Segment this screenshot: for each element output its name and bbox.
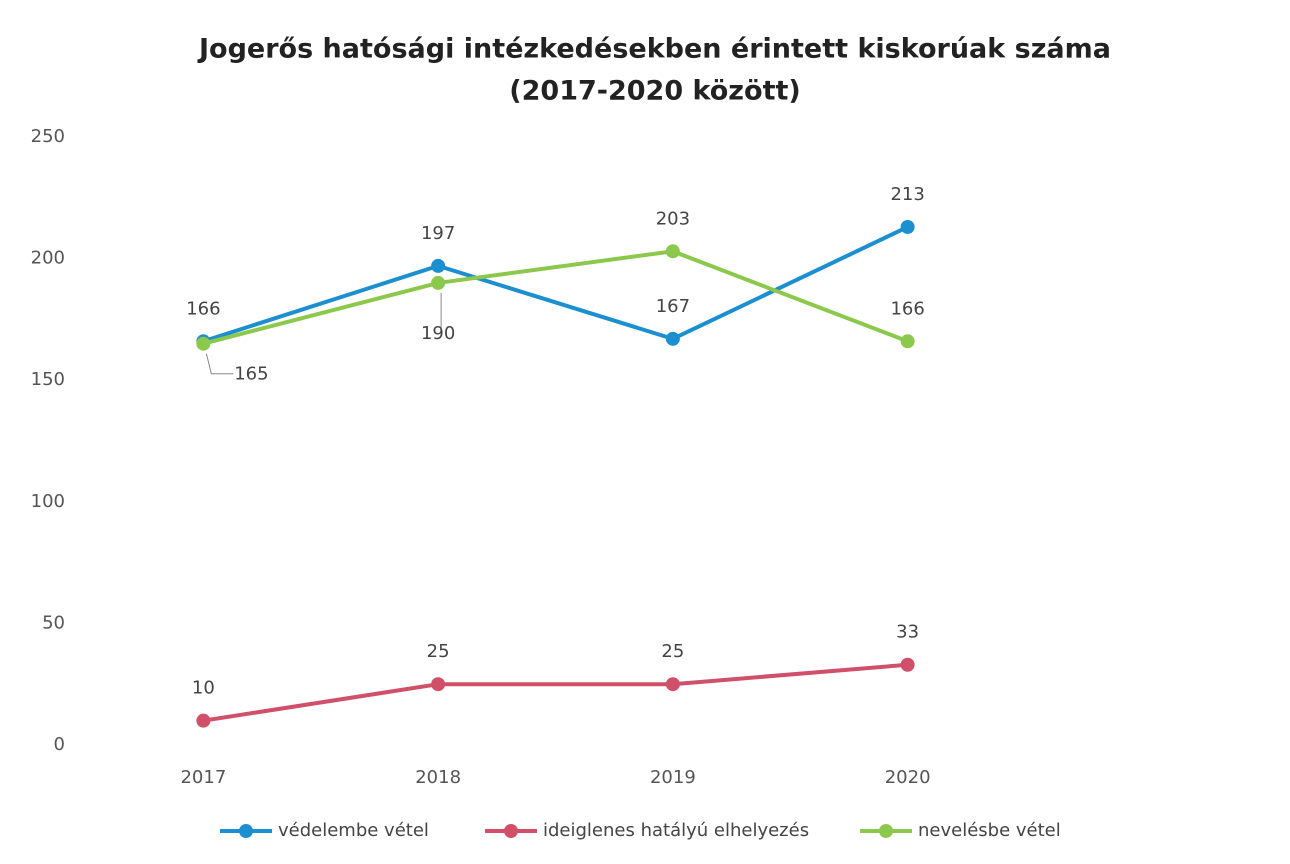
- series-line: [202, 249, 909, 346]
- data-label: 10: [192, 678, 215, 699]
- x-tick-label: 2017: [180, 767, 226, 788]
- y-tick-label: 0: [54, 734, 65, 755]
- data-label: 166: [186, 298, 220, 319]
- y-tick-label: 50: [42, 612, 65, 633]
- x-tick-label: 2018: [415, 767, 461, 788]
- data-point: [431, 275, 446, 290]
- y-tick-label: 200: [31, 248, 65, 269]
- data-point: [665, 331, 680, 346]
- data-label: 213: [890, 184, 924, 205]
- data-label: 197: [421, 223, 455, 244]
- leader-line: [205, 353, 234, 375]
- legend-label: ideiglenes hatályú elhelyezés: [543, 820, 809, 841]
- data-label: 190: [421, 323, 455, 344]
- data-point: [900, 334, 915, 349]
- data-label: 167: [656, 296, 690, 317]
- data-label: 165: [234, 364, 268, 385]
- legend-marker: [239, 824, 253, 838]
- data-label: 25: [661, 641, 684, 662]
- data-label: 166: [890, 298, 924, 319]
- data-label: 25: [427, 641, 450, 662]
- data-point: [431, 258, 446, 273]
- legend-marker: [879, 824, 893, 838]
- legend-marker: [504, 824, 518, 838]
- data-label: 203: [656, 208, 690, 229]
- data-label: 33: [896, 622, 919, 643]
- data-point: [900, 657, 915, 672]
- data-point: [431, 677, 446, 692]
- data-point: [665, 244, 680, 259]
- series-line: [203, 662, 908, 723]
- data-point: [196, 713, 211, 728]
- legend-label: védelembe vétel: [278, 820, 429, 841]
- series-line: [202, 225, 909, 344]
- data-point: [196, 336, 211, 351]
- legend-label: nevelésbe vétel: [918, 820, 1061, 841]
- x-tick-label: 2019: [650, 767, 696, 788]
- chart-title: (2017-2020 között): [509, 76, 800, 107]
- chart-title: Jogerős hatósági intézkedésekben érintet…: [197, 34, 1111, 65]
- data-point: [665, 677, 680, 692]
- y-tick-label: 250: [31, 126, 65, 147]
- y-tick-label: 150: [31, 369, 65, 390]
- data-point: [900, 219, 915, 234]
- x-tick-label: 2020: [885, 767, 931, 788]
- y-tick-label: 100: [31, 491, 65, 512]
